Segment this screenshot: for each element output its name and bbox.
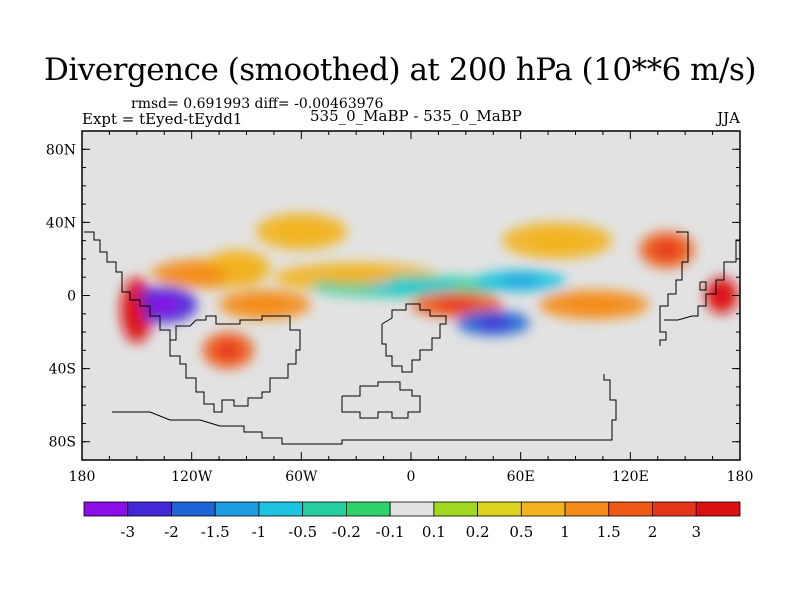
field-core-14 — [280, 223, 322, 240]
field-core-4 — [216, 342, 240, 359]
colorbar-swatch-13 — [652, 501, 697, 517]
stats-text: rmsd= 0.691993 diff= -0.00463976 — [131, 96, 384, 112]
field-core-12 — [654, 241, 680, 259]
coastline-asia-east — [659, 231, 689, 346]
colorbar-swatch-7 — [389, 501, 435, 517]
colorbar-label-13: 3 — [691, 523, 701, 541]
colorbar-swatch-14 — [695, 501, 741, 517]
colorbar-swatch-8 — [433, 501, 479, 517]
x-tick-label-5: 120E — [612, 469, 649, 485]
field-blobs — [120, 213, 739, 369]
colorbar-swatch-5 — [302, 501, 347, 517]
colorbar: -3 -2 -1.5 -1 -0.5 -0.2 -0.1 0.1 0.2 0.5 1 1.5 2 3 — [83, 501, 741, 541]
field-core-2 — [181, 266, 231, 281]
colorbar-swatch-4 — [258, 501, 304, 517]
field-core-15 — [532, 232, 582, 249]
colorbar-swatch-2 — [171, 501, 216, 517]
coastline-africa — [381, 303, 447, 373]
y-axis: 80N 40N 0 40S 80S — [46, 130, 740, 461]
colorbar-label-5: -0.2 — [332, 523, 361, 541]
field-core-1 — [149, 296, 180, 313]
x-tick-label-4: 60E — [507, 469, 535, 485]
colorbar-label-11: 1.5 — [597, 523, 621, 541]
colorbar-label-0: -3 — [120, 523, 135, 541]
coastline-southern-islands — [341, 381, 421, 419]
coastline-antarctica — [112, 374, 617, 445]
colorbar-label-12: 2 — [648, 523, 658, 541]
coastline-group — [84, 231, 740, 445]
x-tick-label-0: 180 — [69, 469, 96, 485]
colorbar-label-3: -1 — [252, 523, 267, 541]
field-core-5 — [244, 298, 286, 312]
field-core-3 — [222, 259, 253, 277]
x-tick-label-3: 0 — [407, 469, 416, 485]
colorbar-label-10: 1 — [560, 523, 570, 541]
season-label: JJA — [717, 109, 740, 127]
y-tick-label-2: 0 — [67, 289, 76, 305]
field-core-10 — [500, 275, 542, 286]
colorbar-label-8: 0.2 — [466, 523, 490, 541]
chart-subtitle: 535_0_MaBP - 535_0_MaBP — [310, 107, 522, 125]
field-core-8 — [436, 298, 478, 311]
chart-title: Divergence (smoothed) at 200 hPa (10**6 … — [44, 52, 757, 88]
colorbar-swatch-10 — [520, 501, 566, 517]
field-core-7 — [365, 281, 457, 292]
field-core-6 — [319, 270, 394, 284]
colorbar-label-2: -1.5 — [201, 523, 230, 541]
colorbar-swatch-1 — [127, 501, 172, 517]
colorbar-swatch-9 — [477, 501, 522, 517]
experiment-label: Expt = tEyed-tEydd1 — [82, 110, 243, 128]
colorbar-swatch-3 — [214, 501, 260, 517]
field-core-11 — [569, 298, 619, 312]
field-core-0 — [129, 295, 145, 325]
colorbar-label-1: -2 — [164, 523, 179, 541]
colorbar-swatch-11 — [564, 501, 610, 517]
x-axis: 180 120W 60W 0 60E 120E 180 — [69, 131, 754, 485]
y-tick-label-0: 80N — [46, 142, 76, 158]
coastline-americas — [84, 231, 301, 413]
coastline-east-indies — [699, 281, 707, 291]
y-tick-label-4: 80S — [49, 435, 76, 451]
colorbar-swatch-12 — [608, 501, 653, 517]
colorbar-label-7: 0.1 — [422, 523, 446, 541]
x-tick-label-1: 120W — [171, 469, 213, 485]
colorbar-swatch-6 — [345, 501, 391, 517]
colorbar-label-9: 0.5 — [509, 523, 533, 541]
y-tick-label-3: 40S — [49, 362, 76, 378]
y-tick-label-1: 40N — [46, 215, 76, 231]
x-tick-label-6: 180 — [727, 469, 754, 485]
field-core-13 — [714, 287, 730, 304]
divergence-field — [120, 213, 739, 369]
field-core-9 — [476, 317, 510, 329]
x-tick-label-2: 60W — [285, 469, 318, 485]
coastline-australia — [664, 239, 740, 321]
colorbar-swatch-0 — [83, 501, 129, 517]
colorbar-label-6: -0.1 — [376, 523, 405, 541]
colorbar-label-4: -0.5 — [288, 523, 317, 541]
